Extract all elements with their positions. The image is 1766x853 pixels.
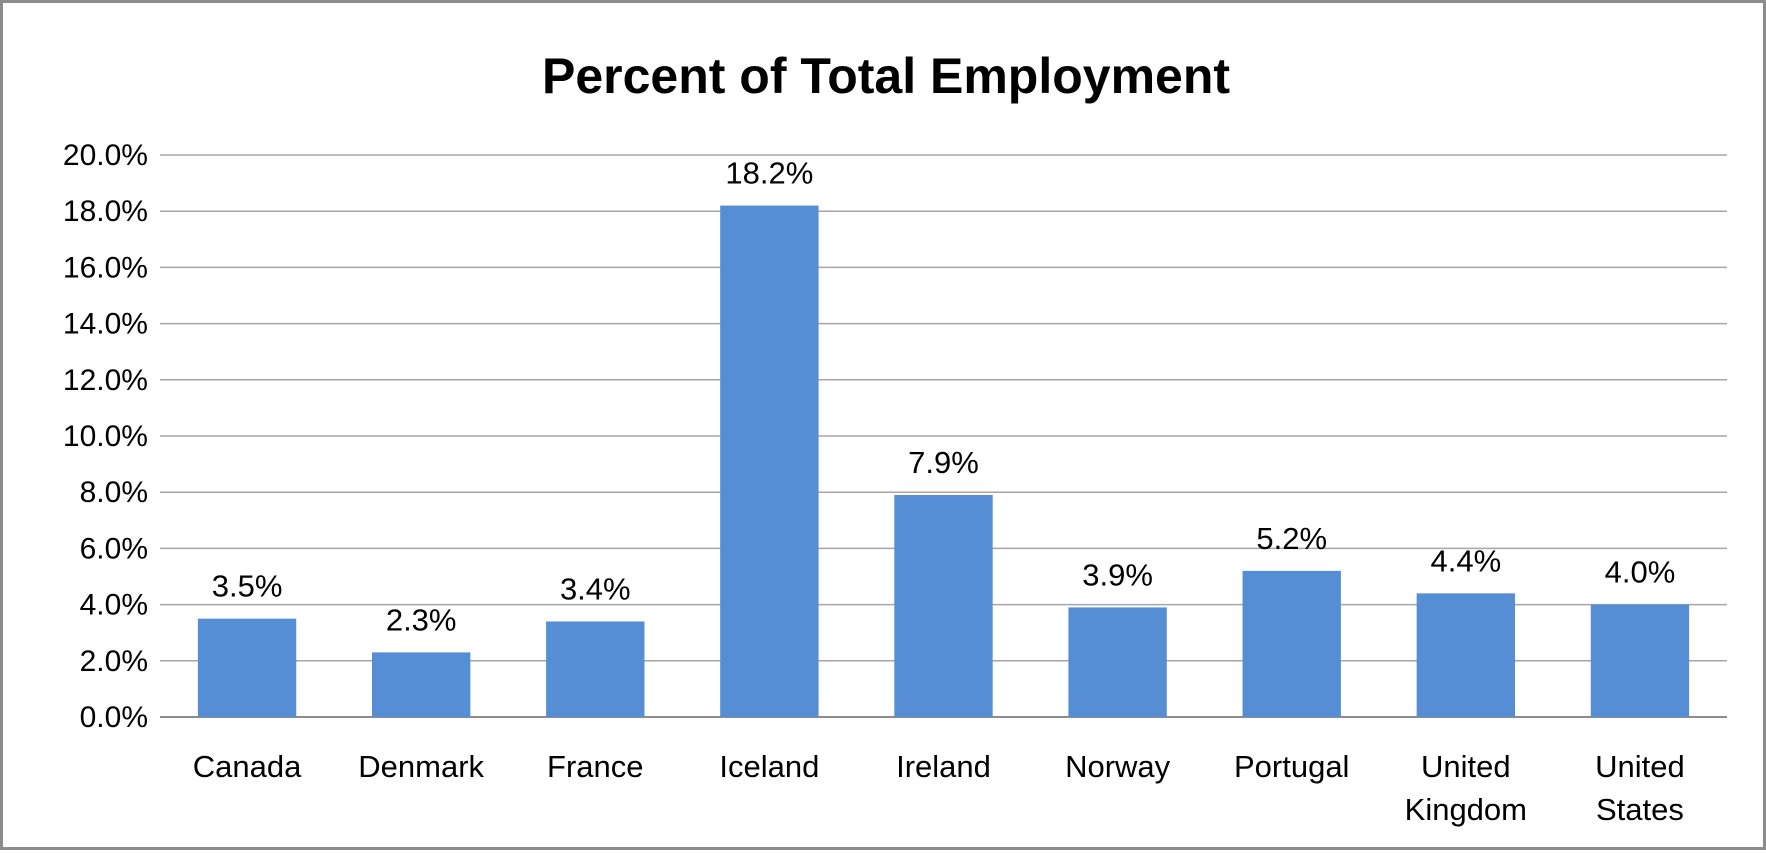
y-tick-label: 0.0% (80, 701, 148, 734)
data-labels: 3.5% 2.3% 3.4% 18.2% 7.9% 3.9% 5.2% 4.4% 4.0% (212, 156, 1676, 638)
bars (197, 205, 1690, 717)
data-label: 4.4% (1430, 543, 1501, 578)
data-label: 7.9% (908, 445, 979, 480)
x-category-line: United (1421, 749, 1511, 784)
x-category-label: France (547, 749, 643, 784)
bar-ireland (894, 495, 993, 717)
data-label: 5.2% (1256, 521, 1327, 556)
y-tick-label: 16.0% (63, 251, 148, 284)
x-category-line: States (1596, 792, 1684, 827)
data-label: 3.4% (560, 571, 631, 606)
data-label: 3.9% (1082, 557, 1153, 592)
x-axis-categories: Canada Denmark France Iceland Ireland Norway P… (193, 749, 1685, 827)
bar-iceland (720, 205, 819, 717)
x-category-label: Iceland (719, 749, 819, 784)
x-category-line: Canada (193, 749, 302, 784)
bar-denmark (371, 652, 471, 717)
x-category-label: United States (1595, 749, 1685, 827)
x-category-line: Ireland (896, 749, 991, 784)
x-category-label: Denmark (358, 749, 484, 784)
y-tick-label: 20.0% (63, 139, 148, 172)
bar-united-kingdom (1416, 593, 1516, 717)
x-category-label: Norway (1065, 749, 1171, 784)
x-category-label: Portugal (1234, 749, 1349, 784)
y-tick-label: 10.0% (63, 420, 148, 453)
chart-title: Percent of Total Employment (542, 48, 1230, 104)
x-category-line: Norway (1065, 749, 1171, 784)
bar-united-states (1590, 604, 1690, 717)
bar-chart: Percent of Total Employment 0.0% 2.0% 4.0%… (63, 48, 1727, 827)
bar-france (546, 621, 645, 717)
data-label: 2.3% (386, 602, 457, 637)
y-tick-label: 4.0% (80, 589, 148, 622)
x-category-label: Canada (193, 749, 302, 784)
x-category-line: Portugal (1234, 749, 1349, 784)
x-category-line: Iceland (719, 749, 819, 784)
y-axis-ticks: 0.0% 2.0% 4.0% 6.0% 8.0% 10.0% 12.0% 14.0% 16.0%… (63, 139, 148, 734)
y-tick-label: 8.0% (80, 476, 148, 509)
y-tick-label: 12.0% (63, 364, 148, 397)
x-category-label: United Kingdom (1405, 749, 1527, 827)
y-tick-label: 18.0% (63, 195, 148, 228)
x-category-label: Ireland (896, 749, 991, 784)
data-label: 3.5% (212, 569, 283, 604)
bar-norway (1068, 607, 1167, 717)
y-tick-label: 6.0% (80, 532, 148, 565)
bar-portugal (1242, 570, 1341, 717)
data-label: 18.2% (725, 156, 813, 191)
data-label: 4.0% (1605, 555, 1676, 590)
y-tick-label: 14.0% (63, 308, 148, 341)
x-category-line: United (1595, 749, 1685, 784)
bar-canada (197, 618, 297, 717)
x-category-line: Kingdom (1405, 792, 1527, 827)
x-category-line: Denmark (358, 749, 484, 784)
y-tick-label: 2.0% (80, 645, 148, 678)
x-category-line: France (547, 749, 643, 784)
